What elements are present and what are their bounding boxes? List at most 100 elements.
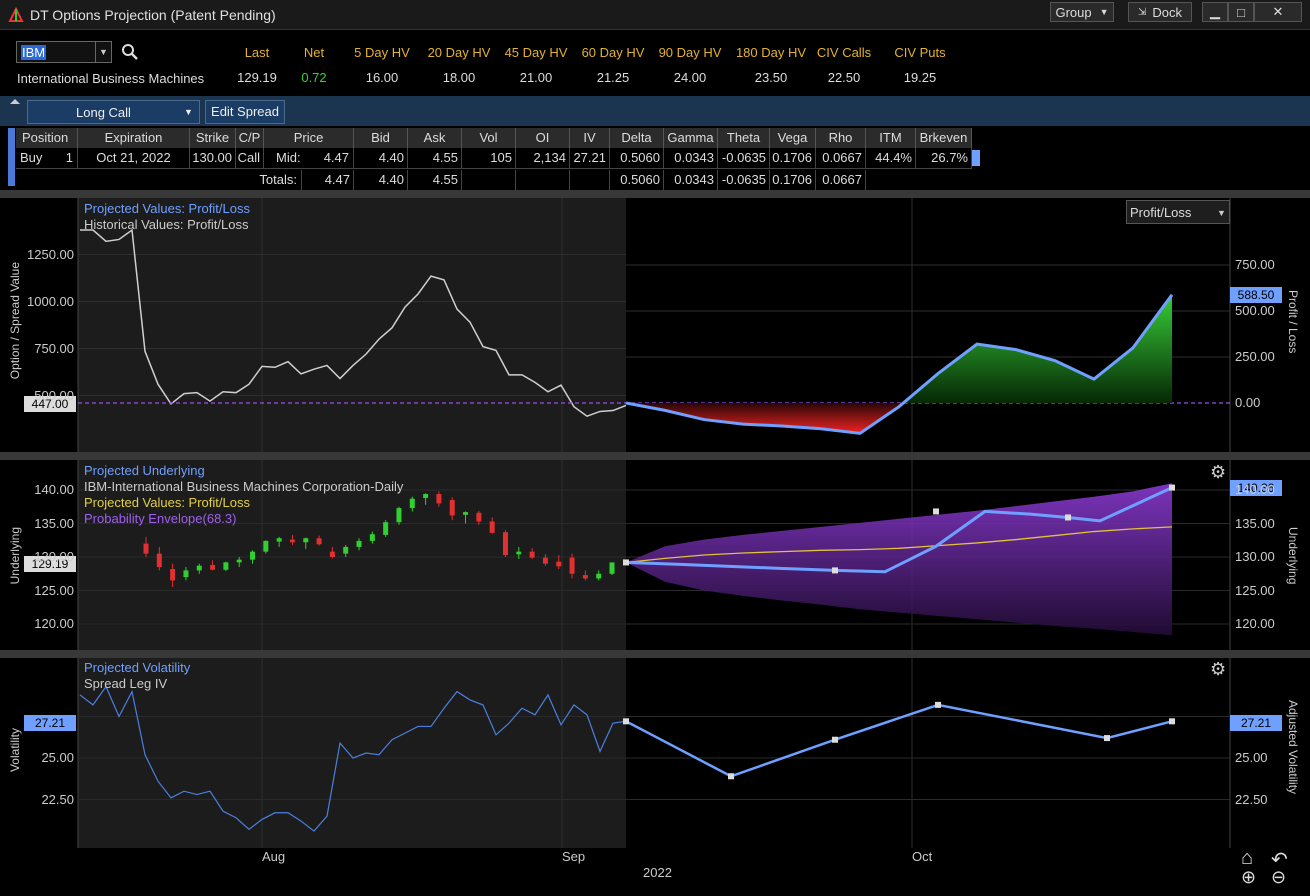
candle-body <box>143 543 149 554</box>
y-tick-right: 500.00 <box>1235 303 1275 318</box>
candle-body <box>329 551 335 557</box>
legend-projected-volatility: Projected Volatility <box>84 660 191 675</box>
chevron-down-icon[interactable]: ▼ <box>95 42 111 62</box>
candle-body <box>276 538 282 542</box>
current-iv-flag-left: 27.21 <box>24 715 76 731</box>
value-type-dropdown[interactable]: Profit/Loss ▼ <box>1126 200 1230 224</box>
price-value: 4.47 <box>323 150 349 165</box>
quote-header: CIV Puts <box>894 45 946 60</box>
y-tick-left: 1000.00 <box>27 293 74 309</box>
group-label: Group <box>1055 4 1092 20</box>
historical-pl-line <box>80 228 627 418</box>
candle-body <box>529 551 535 558</box>
legend-projected-values: Projected Values: Profit/Loss <box>84 201 250 216</box>
grid-header: Theta <box>718 128 770 148</box>
candle-body <box>569 557 575 574</box>
minimize-button[interactable]: ▁ <box>1202 2 1228 22</box>
profit-area <box>626 294 1172 403</box>
quote-value: 19.25 <box>903 70 937 85</box>
gear-icon[interactable]: ⚙ <box>1210 659 1227 679</box>
grid-header: C/P <box>236 128 264 148</box>
candle-body <box>383 522 389 535</box>
legend-historical-values: Historical Values: Profit/Loss <box>84 217 249 232</box>
maximize-button[interactable]: □ <box>1228 2 1254 22</box>
grid-header: Bid <box>354 128 408 148</box>
grid-cell: -0.0635 <box>718 148 770 168</box>
position-side: Buy <box>20 150 43 165</box>
home-icon[interactable]: ⌂ <box>1241 847 1254 869</box>
y-tick-left: 125.00 <box>34 582 74 598</box>
y-tick-right: 130.00 <box>1235 549 1275 564</box>
group-button[interactable]: Group ▼ <box>1050 2 1114 22</box>
projection-node <box>623 718 629 725</box>
grid-cell: 4.40 <box>354 148 408 168</box>
totals-cell: 0.5060 <box>610 170 664 190</box>
grid-header: Rho <box>816 128 866 148</box>
search-icon[interactable] <box>121 43 139 61</box>
grid-header: OI <box>516 128 570 148</box>
candle-body <box>356 540 362 547</box>
quote-value: 23.50 <box>754 70 788 85</box>
row-select-marker[interactable] <box>972 150 980 166</box>
candle-body <box>516 551 522 555</box>
projected-pl-line <box>625 293 1174 435</box>
undo-icon[interactable]: ↶ <box>1271 849 1288 871</box>
current-underlying-flag-left: 129.19 <box>24 556 76 572</box>
y-axis-label-right-volatility: Adjusted Volatility <box>1286 700 1300 795</box>
dock-button[interactable]: ⇲ Dock <box>1128 2 1192 22</box>
grid-cell: 4.55 <box>408 148 462 168</box>
x-label-sep: Sep <box>562 849 586 864</box>
x-label-year: 2022 <box>643 865 672 880</box>
projection-node <box>1104 735 1110 742</box>
quote-bar <box>0 30 1310 94</box>
projected-pl-midline <box>625 526 1173 564</box>
edit-spread-button[interactable]: Edit Spread <box>205 100 285 124</box>
close-button[interactable]: ✕ <box>1254 2 1302 22</box>
zoom-out-icon[interactable]: ⊖ <box>1271 867 1287 887</box>
projection-node <box>933 508 939 515</box>
strategy-select[interactable]: Long Call ▼ <box>27 100 200 124</box>
legend-ibm-daily: IBM-International Business Machines Corp… <box>84 479 404 494</box>
grid-header: Vol <box>462 128 516 148</box>
charts-area[interactable] <box>0 198 1310 896</box>
candle-body <box>423 494 429 499</box>
y-axis-label-right-pl: Profit / Loss <box>1286 290 1300 354</box>
totals-cell: 0.0343 <box>664 170 718 190</box>
y-tick-left: 1250.00 <box>27 246 74 262</box>
symbol-input[interactable]: IBM ▼ <box>16 41 112 63</box>
legend-probability-envelope: Probability Envelope(68.3) <box>84 511 237 526</box>
candle-body <box>303 538 309 543</box>
row-indicator <box>8 128 15 186</box>
zoom-in-icon[interactable]: ⊕ <box>1241 867 1257 887</box>
grid-header: Ask <box>408 128 462 148</box>
grid-cell: 0.0667 <box>816 148 866 168</box>
projection-node <box>832 736 838 743</box>
candle-body <box>542 557 548 564</box>
y-tick-left: 130.00 <box>34 549 74 564</box>
candle-body <box>436 494 442 504</box>
grid-header: Expiration <box>78 128 190 148</box>
quote-value: 21.00 <box>519 70 553 85</box>
window-title: DT Options Projection (Patent Pending) <box>30 7 276 23</box>
grid-header: Price <box>264 128 354 148</box>
y-tick-left: 22.50 <box>41 791 74 807</box>
loss-area <box>626 403 1172 434</box>
grid-header: Delta <box>610 128 664 148</box>
totals-cell: 0.1706 <box>770 170 816 190</box>
candle-body <box>556 561 562 567</box>
grid-cell: 2,134 <box>516 148 570 168</box>
current-iv-flag-right: 27.21 <box>1230 715 1282 731</box>
position-cell[interactable]: Buy 1 <box>16 148 78 168</box>
y-axis-label-left-pl: Option / Spread Value <box>8 262 22 380</box>
totals-cell: 4.47 <box>264 170 354 190</box>
price-label: Mid: <box>276 150 301 165</box>
candle-body <box>250 551 256 560</box>
history-region <box>78 460 626 650</box>
grid-cell: 0.5060 <box>610 148 664 168</box>
collapse-icon[interactable] <box>10 98 20 106</box>
y-tick-left: 120.00 <box>34 616 74 631</box>
grid-header: Position <box>16 128 78 148</box>
candle-body <box>170 569 176 581</box>
gear-icon[interactable]: ⚙ <box>1210 462 1227 482</box>
grid-cell: Oct 21, 2022 <box>78 148 190 168</box>
